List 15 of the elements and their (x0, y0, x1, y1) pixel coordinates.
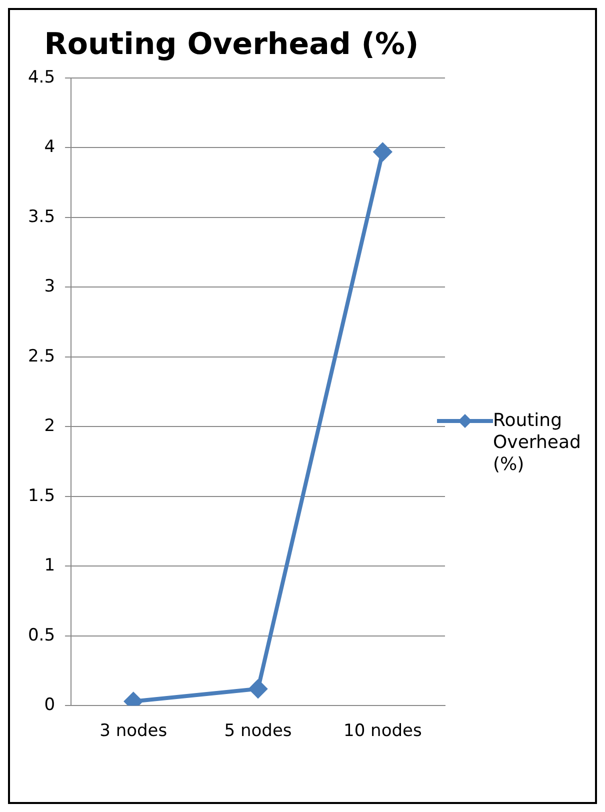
x-tick-label: 3 nodes (100, 721, 168, 742)
x-tick-label: 5 nodes (224, 721, 292, 742)
y-tick-label: 4.5 (28, 67, 56, 88)
y-tick-label: 1 (44, 556, 56, 576)
x-tick-label: 10 nodes (344, 721, 422, 742)
y-tick-label: 3 (44, 276, 56, 297)
legend-label: Routing Overhead (%) (493, 410, 582, 476)
y-tick-label: 0.5 (28, 625, 56, 646)
y-tick-label: 3.5 (28, 206, 56, 227)
y-tick-label: 1.5 (28, 486, 56, 506)
y-tick-label: 2 (44, 416, 56, 436)
chart-title: Routing Overhead (%) (44, 26, 419, 62)
y-tick-label: 0 (44, 695, 56, 716)
y-tick-label: 4 (44, 137, 56, 158)
y-tick-label: 2.5 (28, 346, 56, 366)
